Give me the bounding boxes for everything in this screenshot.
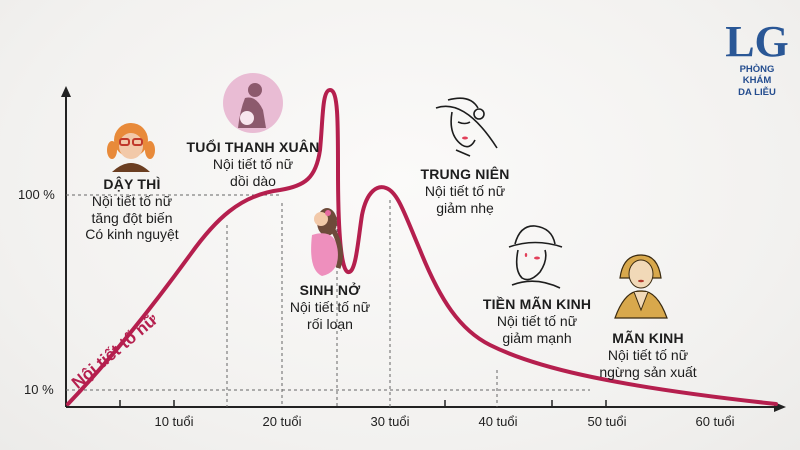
stage-desc: rối loạn — [307, 315, 353, 332]
logo-line-1: PHÒNG KHÁM — [739, 64, 775, 87]
x-tick-10: 10 tuổi — [154, 414, 194, 429]
stage-title: DẬY THÌ — [103, 176, 161, 192]
bride-icon — [223, 73, 283, 133]
stage-childbirth: SINH NỞ Nội tiết tố nữ rối loạn — [275, 282, 385, 332]
stage-desc: Nội tiết tố nữ — [607, 346, 689, 363]
stage-title: TIỀN MÃN KINH — [482, 296, 592, 312]
stage-title: TRUNG NIÊN — [420, 166, 510, 182]
stage-menopause: MÃN KINH Nội tiết tố nữ ngừng sản xuất — [588, 330, 708, 380]
stage-title: MÃN KINH — [612, 330, 684, 346]
y-tick-10: 10 % — [24, 382, 54, 397]
stage-middle-age: TRUNG NIÊN Nội tiết tố nữ giảm nhẹ — [410, 166, 520, 216]
stage-perimenopause: TIỀN MÃN KINH Nội tiết tố nữ giảm mạnh — [472, 296, 602, 346]
woman-hat-icon — [435, 97, 498, 157]
stage-desc: ngừng sản xuất — [599, 363, 697, 380]
x-tick-60: 60 tuổi — [695, 414, 735, 429]
woman-cloche-hat-icon — [508, 225, 563, 289]
stage-puberty: DẬY THÌ Nội tiết tố nữ tăng đột biến Có … — [72, 176, 192, 243]
stage-title: TUỔI THANH XUÂN — [186, 139, 320, 155]
stage-youth: TUỔI THANH XUÂN Nội tiết tố nữ dồi dào — [178, 139, 328, 189]
x-tick-50: 50 tuổi — [587, 414, 627, 429]
logo-line-2: DA LIỄU — [738, 86, 776, 98]
clinic-logo: LG PHÒNG KHÁM DA LIỄU — [725, 20, 789, 98]
stage-title: SINH NỞ — [299, 282, 361, 298]
stage-desc: Nội tiết tố nữ — [424, 182, 506, 199]
pregnant-woman-icon — [311, 208, 343, 276]
stage-desc: tăng đột biến — [91, 209, 173, 226]
stage-desc: giảm mạnh — [502, 329, 572, 346]
stage-desc: Nội tiết tố nữ — [212, 155, 294, 172]
girl-glasses-icon — [107, 123, 155, 172]
stage-desc: Nội tiết tố nữ — [91, 192, 173, 209]
x-tick-30: 30 tuổi — [370, 414, 410, 429]
x-tick-40: 40 tuổi — [478, 414, 518, 429]
y-tick-100: 100 % — [18, 187, 55, 202]
stage-desc: Nội tiết tố nữ — [496, 312, 578, 329]
stage-desc: Có kinh nguyệt — [85, 226, 179, 243]
stage-desc: Nội tiết tố nữ — [289, 298, 371, 315]
logo-mark-icon: LG — [725, 17, 789, 66]
stage-desc: dồi dào — [230, 172, 276, 189]
older-woman-icon — [614, 254, 668, 319]
x-tick-20: 20 tuổi — [262, 414, 302, 429]
y-axis-arrow-icon — [61, 86, 71, 97]
stage-desc: giảm nhẹ — [436, 199, 494, 216]
x-ticks — [119, 400, 607, 407]
reference-lines — [66, 194, 590, 407]
